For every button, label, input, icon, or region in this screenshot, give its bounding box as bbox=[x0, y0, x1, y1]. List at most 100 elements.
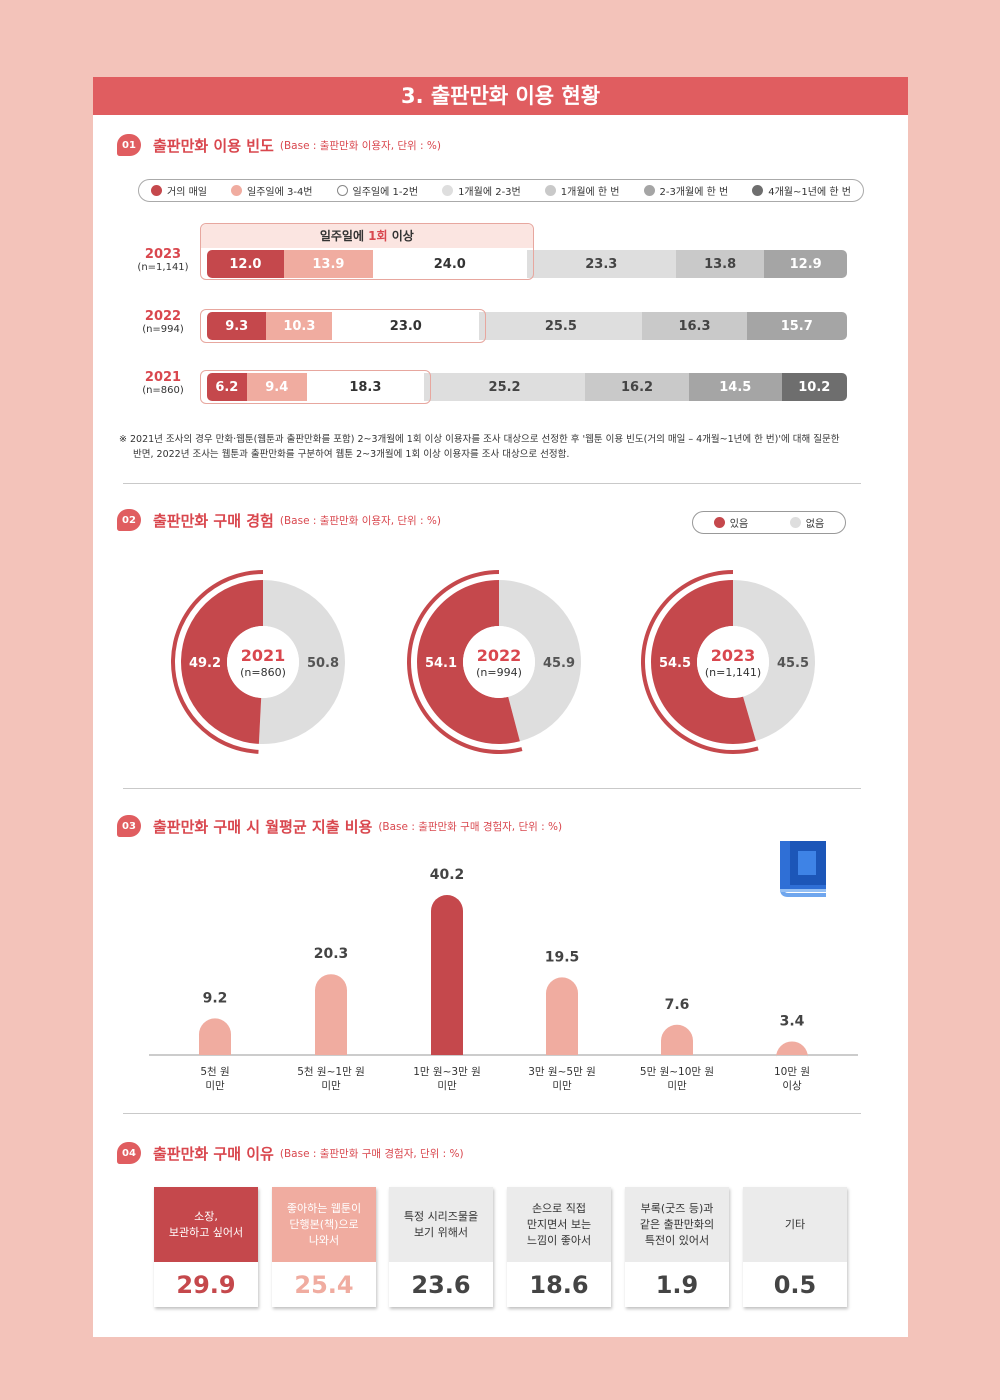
legend-dot bbox=[442, 185, 454, 196]
legend-dot bbox=[789, 517, 801, 528]
category-label-line: 1만 원~3만 원 bbox=[413, 1066, 481, 1078]
reason-label-line: 손으로 직접 bbox=[531, 1201, 587, 1215]
section-title: 출판만화 이용 빈도 bbox=[153, 136, 274, 155]
donut-hole bbox=[697, 626, 769, 698]
section-title: 출판만화 구매 이유 bbox=[153, 1144, 274, 1163]
donut-value-no: 45.5 bbox=[777, 656, 809, 671]
bar-segment: 23.0 bbox=[332, 312, 480, 340]
spending-bar bbox=[776, 1041, 808, 1058]
reason-label-text: 기타 bbox=[785, 1217, 805, 1233]
donut-slice-yes bbox=[181, 580, 263, 744]
reason-label-line: 만지면서 보는 bbox=[526, 1217, 592, 1231]
legend-label: 2-3개월에 한 번 bbox=[659, 187, 729, 198]
section-02-header: 02 출판만화 구매 경험 (Base : 출판만화 이용자, 단위 : %) bbox=[117, 508, 441, 532]
bar-value-label: 19.5 bbox=[545, 949, 580, 965]
footnote: ※ 2021년 조사의 경우 만화·웹툰(웹툰과 출판만화를 포함) 2~3개월… bbox=[119, 432, 879, 462]
reason-label: 소장, 보관하고 싶어서 bbox=[154, 1187, 258, 1262]
donut-slice-yes bbox=[650, 580, 756, 744]
donut-2022: 2022(n=994) 54.1 45.9 bbox=[407, 570, 581, 754]
bar-value-label: 3.4 bbox=[780, 1013, 805, 1029]
legend-dot bbox=[544, 185, 556, 196]
donut-value-no: 50.8 bbox=[307, 656, 339, 671]
weekly-highlight-box bbox=[200, 223, 534, 280]
report-page: 3. 출판만화 이용 현황 01 출판만화 이용 빈도 (Base : 출판만화… bbox=[93, 77, 908, 1337]
reason-label: 부록(굿즈 등)과 같은 출판만화의 특전이 있어서 bbox=[625, 1187, 729, 1262]
reason-label-line: 좋아하는 웹툰이 bbox=[286, 1201, 362, 1215]
highlight-label: 일주일에 1회 이상 bbox=[200, 227, 534, 244]
row-year: 2022 bbox=[144, 309, 182, 324]
legend-item-yes: 있음 bbox=[713, 515, 748, 530]
section-03-header: 03 출판만화 구매 시 월평균 지출 비용 (Base : 출판만화 구매 경… bbox=[117, 814, 562, 838]
donut-n: (n=860) bbox=[240, 666, 286, 679]
category-label-line: 미만 bbox=[667, 1080, 687, 1092]
bar-segment: 13.8 bbox=[675, 250, 765, 278]
reason-label-line: 기타 bbox=[784, 1217, 806, 1231]
bar-value-label: 40.2 bbox=[430, 867, 465, 883]
bar-segment: 9.3 bbox=[207, 312, 267, 340]
bar-segment: 25.5 bbox=[479, 312, 643, 340]
bar-segment: 9.4 bbox=[246, 373, 307, 401]
bar-segment: 18.3 bbox=[306, 373, 424, 401]
category-label-line: 3만 원~5만 원 bbox=[528, 1066, 596, 1078]
category-label-line: 미만 bbox=[552, 1080, 572, 1092]
bar-segment: 10.2 bbox=[781, 373, 847, 401]
donut-slice-no bbox=[258, 580, 346, 744]
bar-segment: 13.9 bbox=[283, 250, 373, 278]
row-label: 2022 (n=994) bbox=[123, 309, 203, 335]
highlight-label-text: 이상 bbox=[387, 229, 414, 243]
donut-2023: 2023(n=1,141) 54.5 45.5 bbox=[640, 570, 815, 754]
category-label-line: 5천 원~1만 원 bbox=[297, 1066, 365, 1078]
reason-label-text: 좋아하는 웹툰이 단행본(책)으로 나와서 bbox=[287, 1201, 361, 1249]
legend-dot bbox=[643, 185, 655, 196]
row-label: 2023 (n=1,141) bbox=[123, 247, 203, 273]
footnote-line: 반면, 2022년 조사는 웹툰과 출판만화를 구분하여 웹툰 2~3개월에 1… bbox=[133, 449, 570, 460]
stacked-bar: 9.3 10.3 23.0 25.5 16.3 15.7 bbox=[207, 312, 847, 340]
row-year: 2023 bbox=[144, 247, 182, 262]
legend-label: 없음 bbox=[805, 519, 825, 530]
reason-label: 손으로 직접 만지면서 보는 느낌이 좋아서 bbox=[507, 1187, 611, 1262]
reason-label-line: 소장, bbox=[194, 1209, 218, 1223]
bar-segment: 25.2 bbox=[423, 373, 586, 401]
row-year: 2021 bbox=[144, 370, 182, 385]
legend-item: 거의 매일 bbox=[151, 183, 207, 198]
bar-value-label: 7.6 bbox=[665, 997, 690, 1013]
page-title: 3. 출판만화 이용 현황 bbox=[93, 77, 908, 115]
legend-item: 1개월에 2-3번 bbox=[442, 183, 521, 198]
legend-dot bbox=[151, 185, 162, 196]
section-01-header: 01 출판만화 이용 빈도 (Base : 출판만화 이용자, 단위 : %) bbox=[117, 133, 441, 157]
reason-label: 특정 시리즈물을 보기 위해서 bbox=[389, 1187, 493, 1262]
reason-label-text: 소장, 보관하고 싶어서 bbox=[169, 1209, 243, 1241]
donut-year: 2022 bbox=[477, 646, 522, 665]
reason-card: 특정 시리즈물을 보기 위해서 23.6 bbox=[389, 1187, 493, 1307]
category-label-line: 10만 원 bbox=[773, 1066, 811, 1078]
reason-label-line: 단행본(책)으로 bbox=[289, 1217, 359, 1231]
purchase-donut-charts: 2021(n=860)49.2 50.8 2022(n=994)54.1 45.9 20… bbox=[171, 570, 815, 754]
category-label-line: 이상 bbox=[782, 1080, 802, 1092]
divider bbox=[123, 1113, 861, 1114]
category-label-line: 미만 bbox=[205, 1080, 225, 1092]
section-base-note: (Base : 출판만화 이용자, 단위 : %) bbox=[279, 514, 441, 527]
divider bbox=[123, 483, 861, 484]
spending-bar bbox=[431, 895, 463, 1055]
donut-slice-no bbox=[733, 580, 815, 741]
section-title: 출판만화 구매 경험 bbox=[153, 511, 274, 530]
footnote-line: ※ 2021년 조사의 경우 만화·웹툰(웹툰과 출판만화를 포함) 2~3개월… bbox=[119, 434, 840, 445]
reason-label-line: 특정 시리즈물을 bbox=[403, 1209, 479, 1223]
section-number-badge: 03 bbox=[117, 815, 141, 837]
legend-dot bbox=[752, 185, 764, 196]
legend-dot bbox=[713, 517, 725, 528]
highlight-label-text: 일주일에 bbox=[319, 229, 369, 243]
legend-item: 2-3개월에 한 번 bbox=[643, 183, 729, 198]
category-label-line: 미만 bbox=[321, 1080, 341, 1092]
donut-slice-yes bbox=[416, 580, 520, 744]
reason-value: 25.4 bbox=[294, 1270, 354, 1299]
reason-value: 0.5 bbox=[773, 1270, 817, 1299]
spending-bar-chart: 9.2 20.3 40.2 19.5 7.6 3.4 bbox=[149, 867, 858, 1058]
donut-value-yes: 49.2 bbox=[189, 656, 221, 671]
category-label-line: 5만 원~10만 원 bbox=[639, 1066, 715, 1078]
bar-segment: 23.3 bbox=[526, 250, 676, 278]
highlight-label-emphasis: 1회 bbox=[368, 229, 388, 243]
